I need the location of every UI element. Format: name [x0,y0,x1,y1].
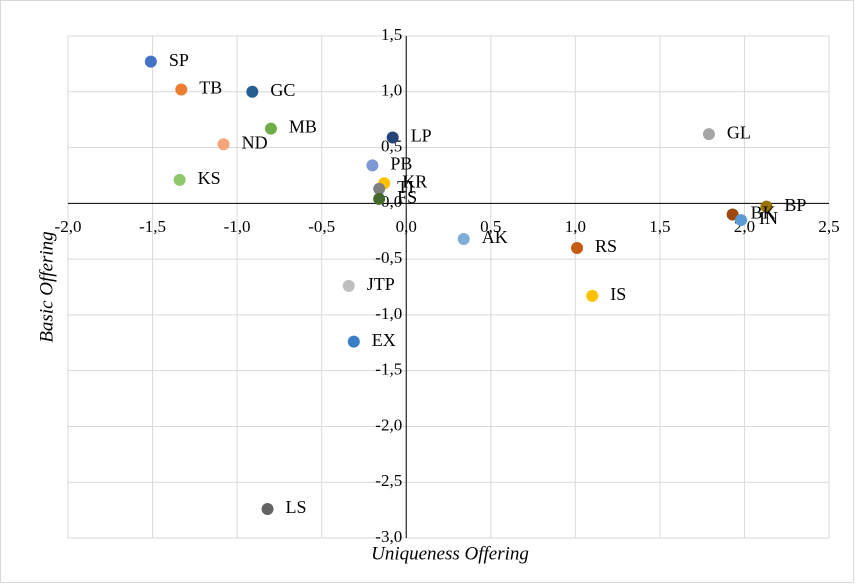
point [175,83,188,96]
y-axis-label: Basic Offering [36,231,57,342]
point [702,128,715,141]
point-label: IS [610,284,626,304]
point-label: PB [390,154,412,174]
x-tick-label: 0,0 [396,217,417,236]
y-tick-label: 1,5 [381,25,402,44]
point [735,214,748,227]
x-tick-label: -0,5 [308,217,335,236]
point-label: JTP [367,274,395,294]
point-label: LS [286,497,307,517]
point [366,159,379,172]
point [386,131,399,144]
point-label: TI [397,177,414,197]
point [261,502,274,515]
point-label: BP [784,195,806,215]
point [144,55,157,68]
x-axis-label: Uniqueness Offering [371,543,529,564]
x-tick-label: 1,0 [565,217,586,236]
point-label: AK [482,227,508,247]
point-label: MB [289,117,317,137]
y-tick-label: -2,0 [375,415,402,434]
point-label: SP [169,50,189,70]
y-tick-label: 1,0 [381,81,402,100]
point-label: IN [759,208,778,228]
x-tick-label: -2,0 [55,217,82,236]
y-tick-label: -3,0 [375,527,402,546]
point-label: FS [397,187,417,207]
point-label: GL [727,122,751,142]
point [571,241,584,254]
point [217,138,230,151]
point [347,335,360,348]
y-tick-label: -1,5 [375,360,402,379]
point [457,233,470,246]
point [173,173,186,186]
point-label: LP [411,126,432,146]
point [726,208,739,221]
point [760,200,773,213]
point [246,85,259,98]
point-label: KR [402,171,427,191]
y-tick-label: 0,0 [381,192,402,211]
point [264,122,277,135]
point [586,289,599,302]
point [373,182,386,195]
point-label: BK [751,203,776,223]
x-tick-label: -1,5 [139,217,166,236]
y-tick-label: -2,5 [375,471,402,490]
x-tick-label: 0,5 [480,217,501,236]
y-tick-label: -1,0 [375,304,402,323]
x-tick-label: 1,5 [649,217,670,236]
point-label: ND [242,132,268,152]
point-label: RS [595,236,617,256]
x-tick-label: 2,5 [818,217,839,236]
x-tick-label: -1,0 [224,217,251,236]
y-tick-label: -0,5 [375,248,402,267]
point-label: EX [372,330,396,350]
point-label: GC [270,80,295,100]
point-label: KS [198,168,221,188]
point-label: TB [199,78,222,98]
point [373,192,386,205]
point [342,279,355,292]
